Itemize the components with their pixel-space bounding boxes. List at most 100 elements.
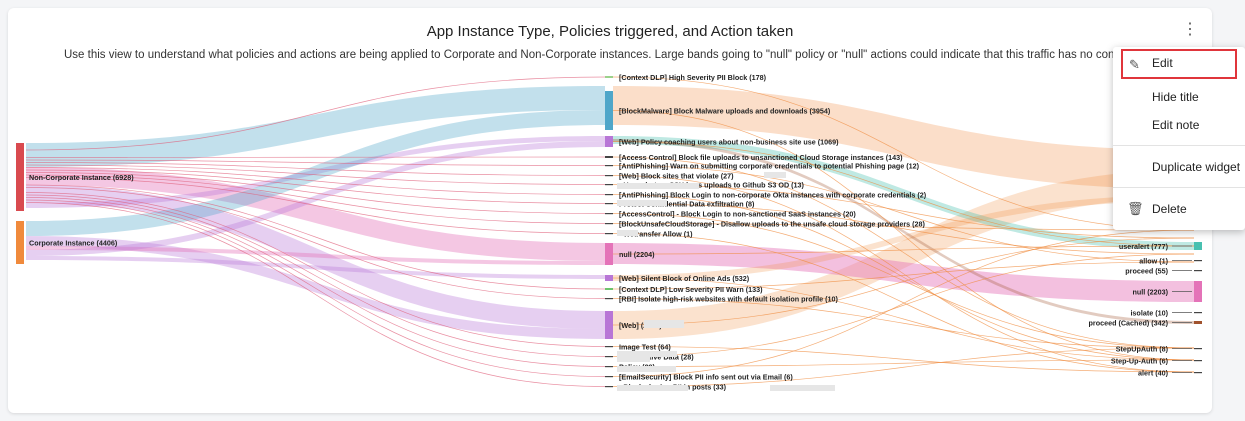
- redacted-text: [617, 351, 677, 357]
- sankey-nodes: [16, 76, 1202, 388]
- action-node: [1194, 242, 1202, 250]
- action-label: StepUpAuth (8): [1116, 345, 1169, 354]
- flow-thin: [25, 169, 606, 204]
- policy-node: [605, 91, 613, 130]
- flow-thin: [25, 172, 606, 214]
- source-node: [16, 221, 24, 264]
- policy-node: [605, 76, 613, 78]
- policy-label: - User alert on SSH keys uploads to Gith…: [619, 180, 805, 189]
- menu-item-edit[interactable]: ✎ Edit: [1121, 49, 1237, 79]
- redacted-text: [770, 385, 835, 391]
- more-options-icon[interactable]: ⋮: [1182, 21, 1198, 38]
- policy-node: [605, 376, 613, 378]
- flow-malware-out: [613, 86, 1194, 189]
- flow-thin: [25, 184, 606, 290]
- flow-thin-out: [612, 237, 1195, 326]
- flow-thin-out: [612, 203, 1195, 255]
- policy-label: [Web] (2840): [619, 321, 662, 330]
- policy-node: [605, 184, 613, 186]
- source-node: [16, 143, 24, 211]
- flow-thin: [25, 159, 606, 166]
- policy-label: Image Test (64): [619, 342, 671, 351]
- menu-item-edit-note[interactable]: Edit note: [1152, 118, 1200, 132]
- flow-thin: [25, 162, 606, 176]
- flow-thin-out: [612, 253, 1195, 357]
- flow-thin: [25, 177, 606, 234]
- redacted-text: [617, 356, 650, 362]
- policy-node: [605, 311, 613, 339]
- flow-thin-out: [612, 141, 1195, 247]
- policy-label: [BlockMalware] Block Malware uploads and…: [619, 106, 831, 115]
- flow-thin-out: [612, 245, 1195, 255]
- policy-node: [605, 288, 613, 290]
- flow-thin: [25, 164, 606, 185]
- policy-label: [AccessControl] - Block Login to non-san…: [619, 209, 856, 218]
- flow-thin: [25, 202, 606, 387]
- flow-thin: [25, 187, 606, 299]
- policy-node: [605, 275, 613, 281]
- flow-thin-out: [612, 359, 1195, 367]
- policy-label: [Context DLP] Low Severity PII Warn (133…: [619, 285, 763, 294]
- action-node: [1194, 260, 1202, 262]
- policy-node: [605, 175, 613, 177]
- policy-node: [605, 156, 613, 158]
- redacted-text: [617, 385, 688, 391]
- flow-thin-out: [612, 346, 1195, 373]
- action-label: useralert (777): [1119, 242, 1169, 251]
- flow-thin-out: [612, 184, 1195, 239]
- policy-label: [EmailSecurity] Block PII info sent out …: [619, 372, 793, 381]
- redacted-text: [617, 200, 667, 206]
- menu-divider: [1113, 145, 1245, 146]
- policy-node: [605, 233, 613, 235]
- policy-label: [Access Control] Block file uploads to u…: [619, 153, 903, 162]
- policy-node: [605, 223, 613, 225]
- action-label: proceed (55): [1125, 267, 1168, 276]
- redacted-text: [764, 172, 786, 178]
- flow-cached: [613, 139, 1194, 324]
- flow-ads-out: [613, 195, 1194, 281]
- flow-thin-out: [612, 165, 1195, 263]
- policy-label: - Wetransfer Allow (1): [619, 229, 693, 238]
- flow-null-out: [613, 243, 1194, 302]
- redacted-text: [617, 183, 699, 189]
- menu-item-delete[interactable]: 🗑 Delete: [1113, 195, 1245, 223]
- sankey-labels: Non-Corporate Instance (6928) Corporate I…: [29, 73, 1192, 391]
- policy-node: [605, 165, 613, 167]
- menu-divider: [1113, 187, 1245, 188]
- flow-corp-web: [26, 236, 605, 339]
- policy-node: [605, 213, 613, 215]
- action-label: proceed (Cached) (342): [1089, 319, 1169, 328]
- flow-thin: [25, 76, 606, 151]
- action-label: Step-Up-Auth (6): [1111, 357, 1169, 366]
- policy-node: [605, 386, 613, 388]
- flow-thin: [25, 167, 606, 195]
- policy-label: Protect Confidential Data exfiltration (…: [619, 199, 755, 208]
- action-label: allow (1): [1139, 257, 1168, 266]
- flow-web-out: [613, 170, 1194, 339]
- policy-label: [BlockUnsafeCloudStorage] - Disallow upl…: [619, 219, 926, 228]
- policy-label: [AntiPhishing] Block Login to non-corpor…: [619, 190, 927, 199]
- menu-item-hide-title[interactable]: Hide title: [1152, 90, 1199, 104]
- flow-thin-out: [612, 347, 1195, 387]
- flow-coaching-useralert: [613, 136, 1194, 250]
- flow-thin: [25, 199, 606, 377]
- flow-thin-out: [612, 298, 1195, 349]
- flow-thin: [25, 174, 606, 224]
- flow-noncorp-malware: [26, 86, 605, 167]
- flow-thin-out: [612, 261, 1195, 290]
- flow-noncorp-web: [26, 185, 605, 329]
- action-node: [1194, 270, 1202, 272]
- flow-corp-null: [26, 246, 605, 265]
- action-node: [1194, 281, 1202, 302]
- flow-corp-malware: [26, 110, 605, 236]
- policy-label: [AntiPhishing] Warn on submitting corpor…: [619, 161, 920, 170]
- action-label: null (2203): [1132, 288, 1168, 297]
- flow-noncorp-coaching: [26, 136, 605, 208]
- sankey-flows: [25, 76, 1195, 387]
- policy-node: [605, 346, 613, 348]
- policy-label: [Web] Block sites that violate (27): [619, 171, 734, 180]
- source-label: Non-Corporate Instance (6928): [29, 173, 134, 182]
- menu-item-duplicate-widget[interactable]: Duplicate widget: [1152, 160, 1241, 174]
- flow-thin-out: [612, 229, 1195, 377]
